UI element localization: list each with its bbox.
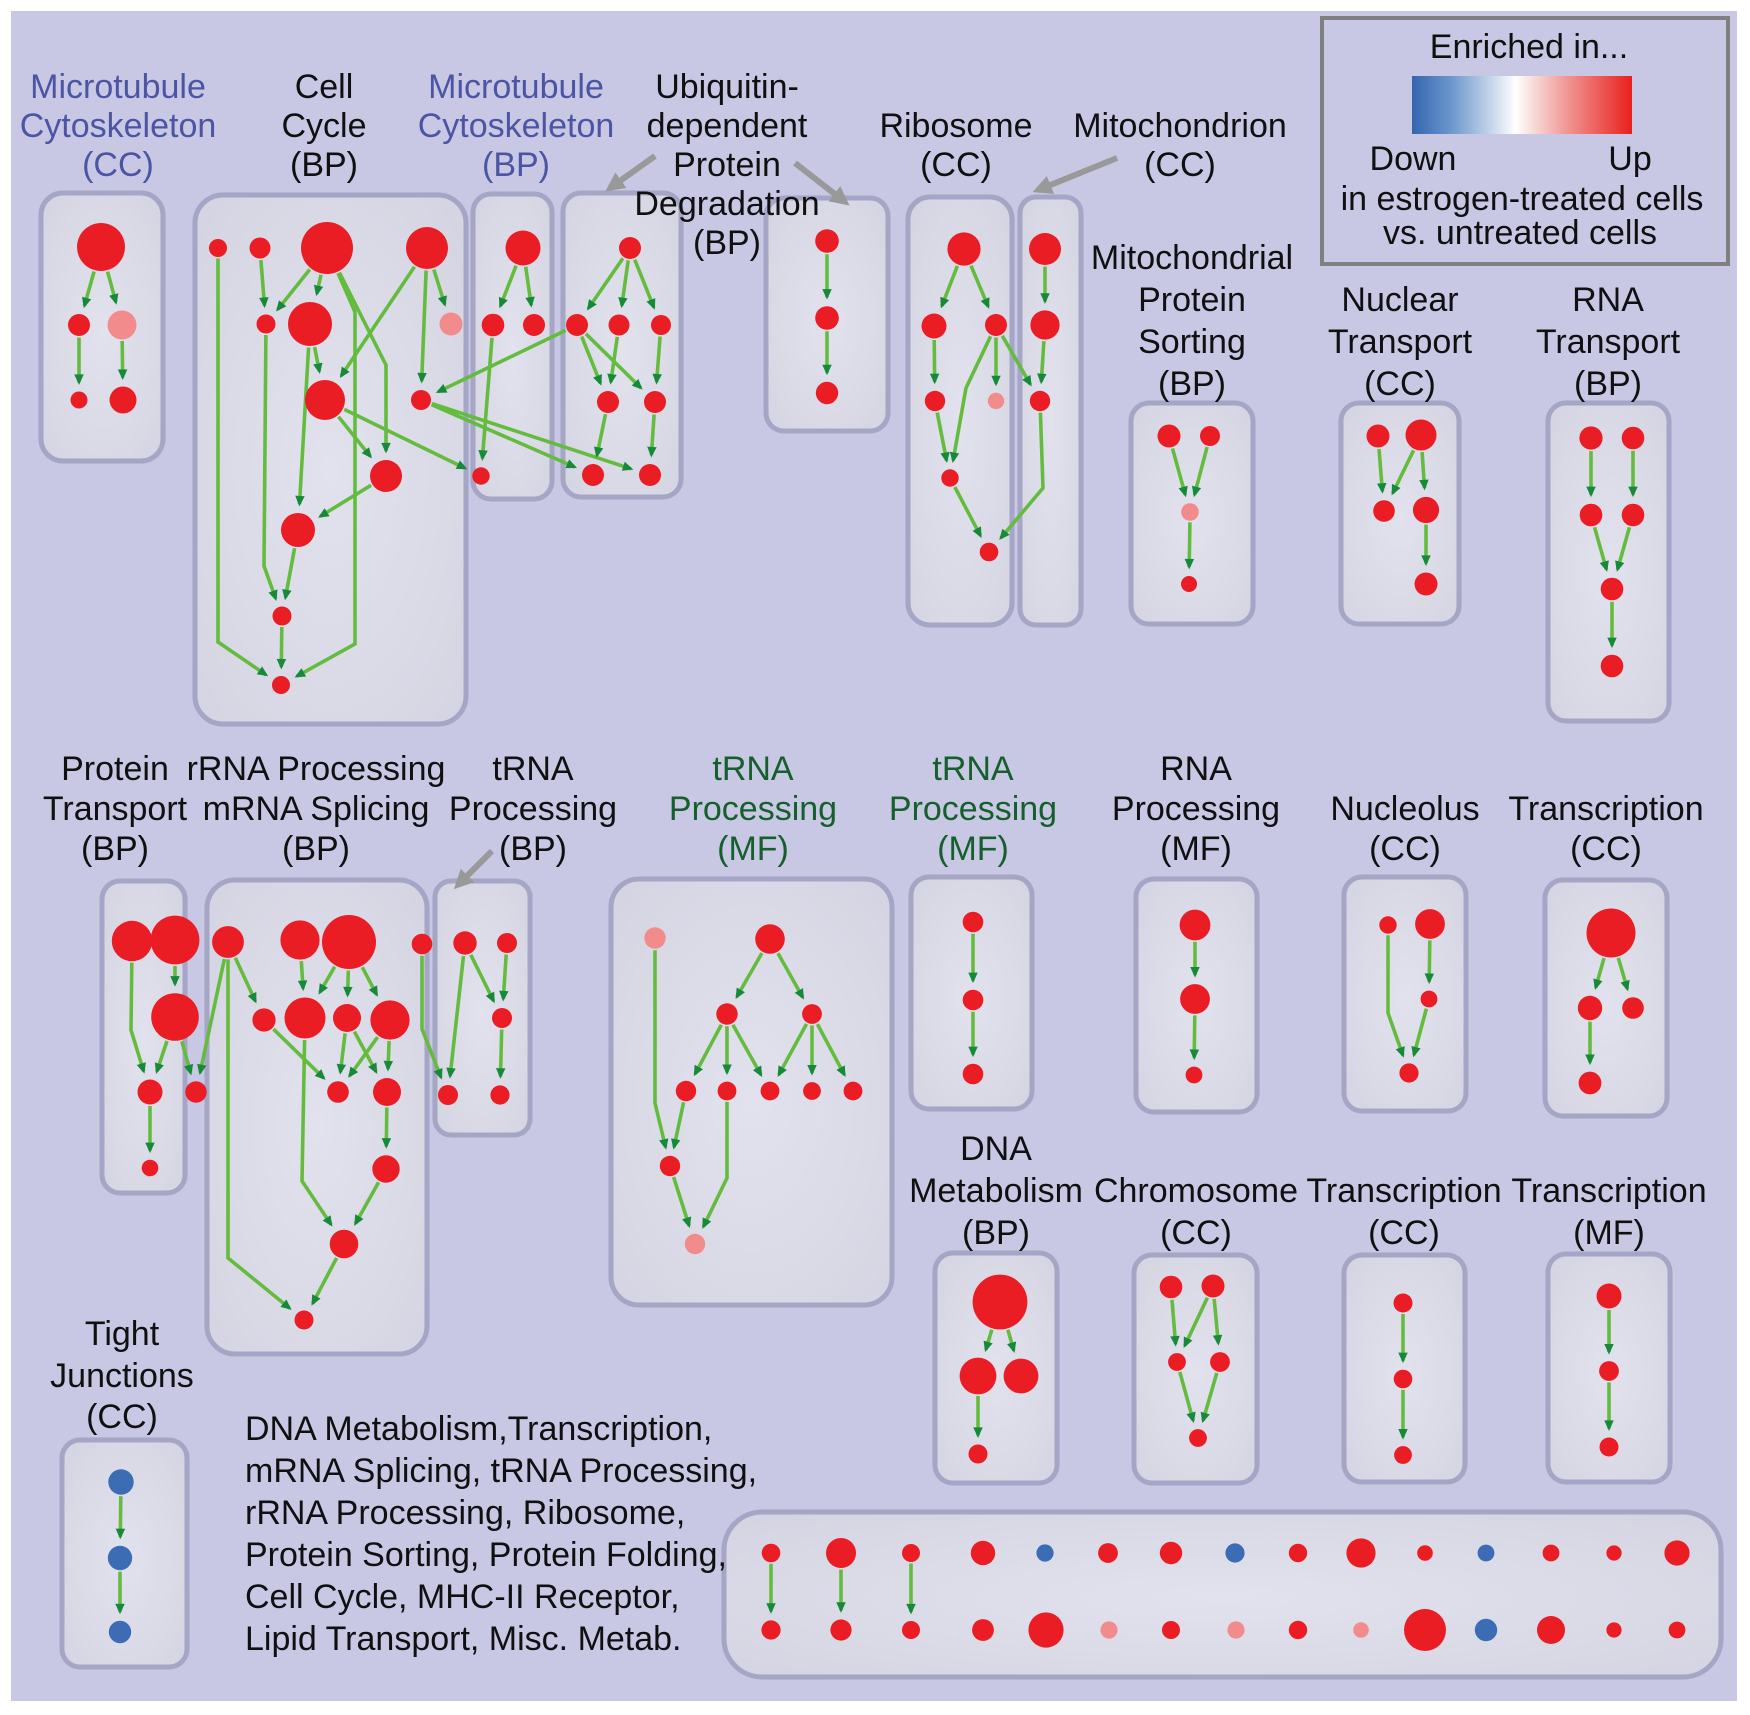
svg-text:Nucleolus: Nucleolus xyxy=(1330,790,1479,828)
svg-text:in estrogen-treated cells: in estrogen-treated cells xyxy=(1341,180,1704,218)
svg-text:Cytoskeleton: Cytoskeleton xyxy=(20,107,217,145)
svg-text:Processing: Processing xyxy=(889,790,1057,828)
svg-text:(BP): (BP) xyxy=(499,830,567,868)
svg-text:(BP): (BP) xyxy=(282,830,350,868)
svg-text:Up: Up xyxy=(1608,140,1651,178)
svg-text:tRNA: tRNA xyxy=(492,750,574,788)
svg-text:tRNA: tRNA xyxy=(712,750,794,788)
svg-text:Sorting: Sorting xyxy=(1138,323,1246,361)
svg-text:(BP): (BP) xyxy=(81,830,149,868)
svg-text:Transcription: Transcription xyxy=(1511,1172,1706,1210)
svg-text:Cell: Cell xyxy=(295,68,354,106)
svg-text:Processing: Processing xyxy=(1112,790,1280,828)
svg-text:Mitochondrial: Mitochondrial xyxy=(1091,239,1293,277)
svg-text:Ubiquitin-: Ubiquitin- xyxy=(655,68,799,106)
svg-text:Nuclear: Nuclear xyxy=(1341,281,1458,319)
svg-text:Transport: Transport xyxy=(43,790,188,828)
svg-text:Protein: Protein xyxy=(61,750,169,788)
svg-text:Transport: Transport xyxy=(1328,323,1473,361)
svg-text:Enriched in...: Enriched in... xyxy=(1430,28,1628,66)
svg-text:(MF): (MF) xyxy=(1573,1214,1645,1252)
svg-text:mRNA Splicing, tRNA Processing: mRNA Splicing, tRNA Processing, xyxy=(245,1452,757,1490)
svg-text:Chromosome: Chromosome xyxy=(1094,1172,1298,1210)
svg-text:Processing: Processing xyxy=(449,790,617,828)
svg-text:Junctions: Junctions xyxy=(50,1357,194,1395)
svg-text:Transcription: Transcription xyxy=(1508,790,1703,828)
svg-text:Mitochondrion: Mitochondrion xyxy=(1073,107,1287,145)
svg-text:Cycle: Cycle xyxy=(281,107,366,145)
svg-text:(CC): (CC) xyxy=(1570,830,1642,868)
svg-text:(CC): (CC) xyxy=(82,146,154,184)
svg-text:(CC): (CC) xyxy=(1160,1214,1232,1252)
svg-text:tRNA: tRNA xyxy=(932,750,1014,788)
svg-text:(CC): (CC) xyxy=(1364,365,1436,403)
svg-text:Microtubule: Microtubule xyxy=(428,68,604,106)
svg-text:vs. untreated cells: vs. untreated cells xyxy=(1383,214,1657,252)
svg-text:RNA: RNA xyxy=(1572,281,1644,319)
svg-text:Degradation: Degradation xyxy=(634,185,819,223)
svg-text:(CC): (CC) xyxy=(1368,1214,1440,1252)
svg-text:(MF): (MF) xyxy=(717,830,789,868)
svg-text:Protein Sorting, Protein Foldi: Protein Sorting, Protein Folding, xyxy=(245,1536,727,1574)
svg-text:mRNA Splicing: mRNA Splicing xyxy=(203,790,430,828)
svg-text:(BP): (BP) xyxy=(1574,365,1642,403)
svg-text:Protein: Protein xyxy=(673,146,781,184)
svg-text:(CC): (CC) xyxy=(1144,146,1216,184)
svg-text:Down: Down xyxy=(1370,140,1457,178)
svg-text:Cell Cycle, MHC-II Receptor,: Cell Cycle, MHC-II Receptor, xyxy=(245,1578,680,1616)
svg-text:Cytoskeleton: Cytoskeleton xyxy=(418,107,615,145)
svg-text:Microtubule: Microtubule xyxy=(30,68,206,106)
svg-text:Ribosome: Ribosome xyxy=(879,107,1032,145)
svg-text:(MF): (MF) xyxy=(1160,830,1232,868)
svg-text:Processing: Processing xyxy=(669,790,837,828)
svg-text:Lipid Transport, Misc. Metab.: Lipid Transport, Misc. Metab. xyxy=(245,1620,682,1658)
svg-text:(BP): (BP) xyxy=(482,146,550,184)
svg-text:(CC): (CC) xyxy=(920,146,992,184)
svg-text:Tight: Tight xyxy=(85,1315,160,1353)
svg-text:rRNA Processing, Ribosome,: rRNA Processing, Ribosome, xyxy=(245,1494,685,1532)
svg-text:(BP): (BP) xyxy=(693,224,761,262)
svg-text:dependent: dependent xyxy=(647,107,808,145)
svg-text:(BP): (BP) xyxy=(290,146,358,184)
svg-text:Metabolism: Metabolism xyxy=(909,1172,1083,1210)
svg-text:(BP): (BP) xyxy=(962,1214,1030,1252)
svg-text:DNA: DNA xyxy=(960,1130,1032,1168)
svg-text:RNA: RNA xyxy=(1160,750,1232,788)
svg-text:Transcription: Transcription xyxy=(1306,1172,1501,1210)
svg-text:Protein: Protein xyxy=(1138,281,1246,319)
svg-text:DNA Metabolism,Transcription,: DNA Metabolism,Transcription, xyxy=(245,1410,712,1448)
svg-text:Transport: Transport xyxy=(1536,323,1681,361)
svg-text:(MF): (MF) xyxy=(937,830,1009,868)
svg-text:(CC): (CC) xyxy=(86,1398,158,1436)
svg-text:(CC): (CC) xyxy=(1369,830,1441,868)
svg-text:rRNA Processing: rRNA Processing xyxy=(187,750,446,788)
svg-text:(BP): (BP) xyxy=(1158,365,1226,403)
